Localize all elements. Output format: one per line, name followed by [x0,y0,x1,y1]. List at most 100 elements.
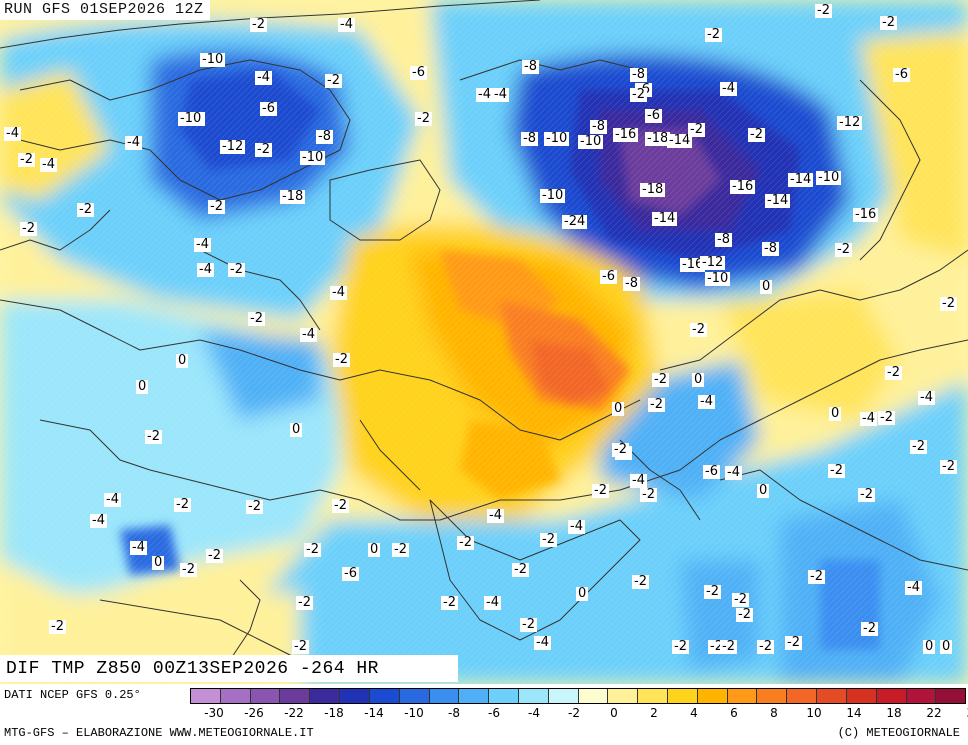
contour-label: -8 [521,131,538,146]
contour-label: -18 [645,131,671,146]
contour-label: -18 [640,182,666,197]
contour-label: -2 [415,111,432,126]
contour-label: -2 [520,617,537,632]
contour-label: -4 [484,595,501,610]
contour-label: -12 [220,139,246,154]
color-swatch [489,689,519,703]
contour-label: -2 [441,595,458,610]
contour-label: 0 [152,555,165,570]
contour-label: -8 [590,119,607,134]
contour-label: -10 [705,271,731,286]
color-swatch [429,689,460,703]
temperature-anomaly-map [0,0,968,684]
color-scale-ticks: -30 -26 -22 -18 -14 -10 -8 -6 -4 -2 0 2 4 6 8 10 14 18 22 3… [190,706,968,724]
color-swatch [727,689,758,703]
contour-label: 0 [940,639,953,654]
contour-label: -14 [788,172,814,187]
contour-label: -4 [300,327,317,342]
contour-label: -10 [300,150,326,165]
color-scale-tick-label: -8 [448,706,460,720]
contour-label: -2 [690,322,707,337]
contour-label: -2 [732,592,749,607]
contour-label: -2 [808,569,825,584]
color-swatch [369,689,400,703]
contour-label: -2 [815,3,832,18]
contour-label: -16 [730,179,756,194]
contour-label: -8 [762,241,779,256]
color-swatch [548,689,579,703]
credit-left: MTG-GFS – ELABORAZIONE WWW.METEOGIORNALE… [4,726,314,740]
contour-label: -2 [332,498,349,513]
contour-label: 0 [757,483,770,498]
contour-label: -2 [672,639,689,654]
contour-label: -2 [632,574,649,589]
contour-label: 0 [692,372,705,387]
contour-label: -2 [705,27,722,42]
color-swatch [668,689,698,703]
contour-label: -2 [940,296,957,311]
contour-label: -2 [228,262,245,277]
contour-label: -12 [700,255,726,270]
contour-label: -8 [316,129,333,144]
contour-label: -4 [40,157,57,172]
color-swatch [518,689,549,703]
color-scale-tick-label: -6 [488,706,500,720]
contour-label: 0 [923,639,936,654]
contour-label: -4 [492,87,509,102]
color-swatch [697,689,728,703]
contour-label: 0 [760,279,773,294]
contour-label: -2 [757,639,774,654]
color-swatch [250,689,281,703]
color-scale-tick-label: 10 [806,706,822,720]
contour-label: 0 [136,379,149,394]
color-swatch [906,689,937,703]
contour-label: -4 [104,492,121,507]
contour-label: -2 [858,487,875,502]
contour-label: -6 [703,464,720,479]
color-scale-tick-label: 6 [730,706,738,720]
product-label: DIF TMP Z850 00Z13SEP2026 -264 HR [0,655,458,682]
contour-label: -4 [720,81,737,96]
contour-label: -2 [640,487,657,502]
contour-label: -2 [652,372,669,387]
contour-label: -2 [736,607,753,622]
color-scale-tick-label: 2 [650,706,658,720]
contour-label: -14 [652,211,678,226]
contour-label: -8 [630,67,647,82]
color-swatch [876,689,907,703]
contour-label: -4 [725,465,742,480]
color-swatch [310,689,341,703]
color-swatch [340,689,370,703]
color-scale-bar [190,688,966,704]
contour-label: -4 [630,473,647,488]
contour-label: -2 [688,122,705,137]
color-scale-tick-label: 22 [926,706,942,720]
contour-label: -2 [304,542,321,557]
contour-label: -2 [296,595,313,610]
contour-label: -2 [77,202,94,217]
contour-label: 0 [176,353,189,368]
contour-label: -24 [562,214,588,229]
color-scale-tick-label: 8 [770,706,778,720]
contour-label: -2 [206,548,223,563]
footer: DATI NCEP GFS 0.25° -30 -26 -22 -18 -14 -10 -8… [0,684,968,745]
contour-label: -16 [613,127,639,142]
color-scale-tick-label: 0 [610,706,618,720]
color-swatch [578,689,609,703]
contour-label: -2 [49,619,66,634]
color-scale-tick-label: -18 [324,706,344,720]
contour-label: -10 [178,111,204,126]
contour-label: -2 [704,584,721,599]
contour-label: -2 [255,142,272,157]
data-source-label: DATI NCEP GFS 0.25° [4,688,141,702]
contour-label: -2 [512,562,529,577]
contour-label: -6 [645,108,662,123]
contour-label: -4 [338,17,355,32]
contour-label: -2 [748,127,765,142]
contour-label: -4 [568,519,585,534]
contour-label: -2 [835,242,852,257]
color-swatch [608,689,639,703]
credit-right: (C) METEOGIORNALE [837,726,960,740]
contour-label: -2 [828,463,845,478]
contour-label: -16 [680,257,706,272]
